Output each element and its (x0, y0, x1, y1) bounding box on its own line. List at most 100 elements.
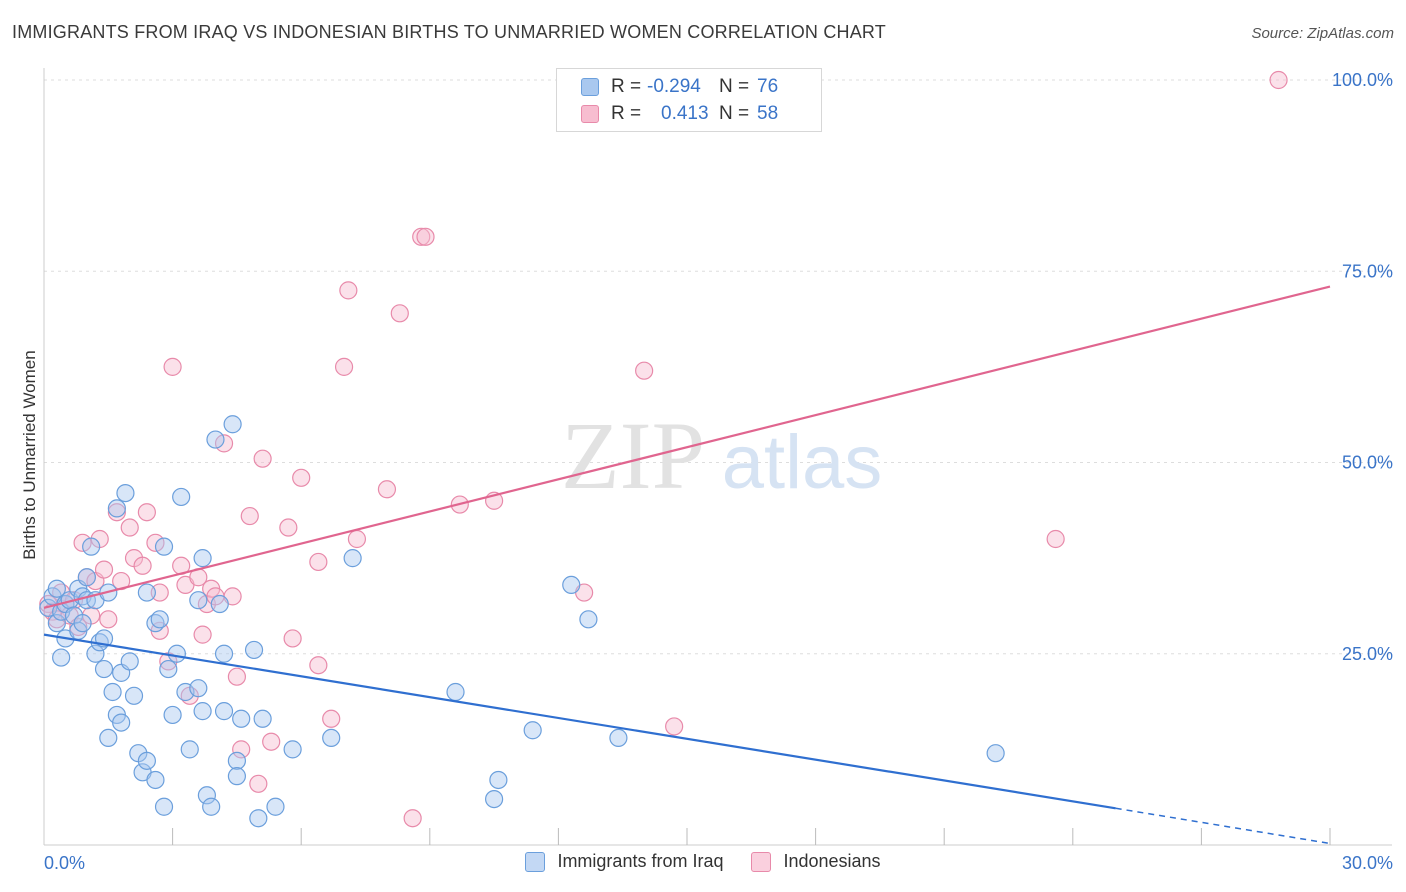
indonesians-point (1046, 529, 1065, 549)
indonesians-point (665, 717, 684, 736)
iraq-point (214, 702, 234, 721)
iraq-point (210, 594, 229, 614)
indonesians-point (283, 629, 302, 648)
indonesians-point (253, 449, 272, 468)
iraq-point (227, 751, 246, 770)
iraq-point (189, 591, 208, 610)
iraq-point (232, 709, 251, 728)
legend-n-label: N = (719, 103, 750, 124)
iraq-point (137, 583, 156, 602)
indonesians-point (232, 740, 251, 759)
iraq-point (172, 487, 191, 507)
iraq-point (214, 644, 234, 663)
iraq-point (103, 682, 122, 702)
legend-r-value-iraq: -0.294 (647, 76, 701, 97)
watermark: ZIP atlas (561, 402, 882, 509)
iraq-point (180, 740, 199, 759)
legend-swatch-iraq (525, 851, 546, 872)
iraq-point (159, 659, 178, 679)
iraq-point (150, 610, 169, 629)
iraq-point (52, 648, 71, 667)
legend-n-value-iraq: 76 (757, 76, 779, 97)
iraq-point (485, 789, 504, 809)
indonesians-point (292, 468, 311, 487)
legend-n-value-indonesians: 58 (757, 103, 779, 124)
iraq-point (489, 770, 508, 790)
iraq-point (137, 751, 156, 770)
indonesians-point (412, 227, 431, 246)
iraq-point (47, 579, 66, 598)
indonesians-point (279, 518, 298, 537)
legend-r-value-indonesians: 0.413 (661, 103, 709, 124)
indonesians-point (94, 560, 114, 579)
legend-n-label: N = (719, 76, 750, 97)
iraq-points (39, 415, 1005, 828)
tick-labels: 25.0% 50.0% 75.0% 100.0% 0.0% 30.0% (44, 70, 1393, 873)
iraq-point (189, 679, 208, 698)
iraq-point (223, 415, 242, 434)
indonesians-point (240, 506, 259, 526)
indonesians-point (227, 667, 246, 686)
indonesians-point (150, 583, 169, 602)
indonesians-point (214, 434, 234, 453)
iraq-point (86, 644, 105, 663)
indonesians-point (249, 774, 268, 793)
legend-swatch-indonesians (581, 105, 599, 123)
legend-row-iraq: R = -0.294 N = 76 (581, 74, 778, 100)
indonesians-point (377, 480, 397, 499)
indonesians-point (262, 732, 281, 751)
iraq-point (609, 728, 628, 748)
legend-item-iraq[interactable]: Immigrants from Iraq (525, 851, 723, 872)
iraq-point (446, 682, 465, 702)
indonesians-point (120, 518, 139, 537)
y-tick-label: 25.0% (1342, 644, 1393, 664)
series-legend: Immigrants from Iraq Indonesians (0, 851, 1406, 872)
iraq-point (562, 575, 581, 595)
legend-row-indonesians: R = 0.413 N = 58 (581, 101, 778, 127)
indonesians-point (322, 709, 341, 728)
y-tick-label: 100.0% (1332, 70, 1393, 90)
indonesians-point (99, 610, 118, 629)
iraq-point (82, 537, 101, 556)
iraq-point (206, 430, 225, 449)
legend-item-indonesians[interactable]: Indonesians (751, 851, 881, 872)
indonesians-point (137, 503, 156, 522)
iraq-point (202, 797, 221, 816)
iraq-point (112, 713, 131, 732)
indonesians-point (334, 357, 354, 376)
iraq-point (193, 549, 212, 568)
watermark-atlas: atlas (722, 420, 883, 505)
iraq-point (193, 702, 212, 721)
indonesians-point (146, 533, 165, 552)
iraq-point (253, 709, 272, 728)
iraq-point (73, 614, 92, 633)
iraq-point (163, 705, 182, 725)
chart-title: IMMIGRANTS FROM IRAQ VS INDONESIAN BIRTH… (12, 22, 887, 42)
indonesians-point (193, 625, 212, 644)
iraq-point (986, 744, 1005, 763)
correlation-legend: R = -0.294 N = 76 R = 0.413 N = 58 (556, 68, 822, 132)
iraq-point (167, 644, 186, 663)
iraq-point (146, 770, 165, 790)
iraq-trend-line-extension (1115, 807, 1331, 845)
iraq-point (523, 721, 542, 740)
indonesians-point (107, 503, 126, 522)
iraq-point (94, 659, 114, 679)
iraq-point (154, 797, 174, 816)
iraq-point (197, 786, 216, 805)
iraq-point (579, 610, 598, 629)
indonesians-point (309, 656, 328, 675)
legend-swatch-iraq (581, 78, 599, 96)
y-tick-label: 75.0% (1342, 261, 1393, 281)
indonesians-point (163, 357, 182, 376)
iraq-point (227, 767, 246, 786)
watermark-zip: ZIP (561, 402, 705, 509)
iraq-point (107, 499, 126, 518)
axes (43, 68, 1392, 846)
indonesians-point (133, 556, 152, 575)
indonesians-point (416, 227, 435, 246)
legend-swatch-indonesians (751, 851, 772, 872)
iraq-point (283, 740, 302, 759)
legend-r-label: R = (611, 103, 642, 124)
iraq-point (322, 728, 341, 748)
